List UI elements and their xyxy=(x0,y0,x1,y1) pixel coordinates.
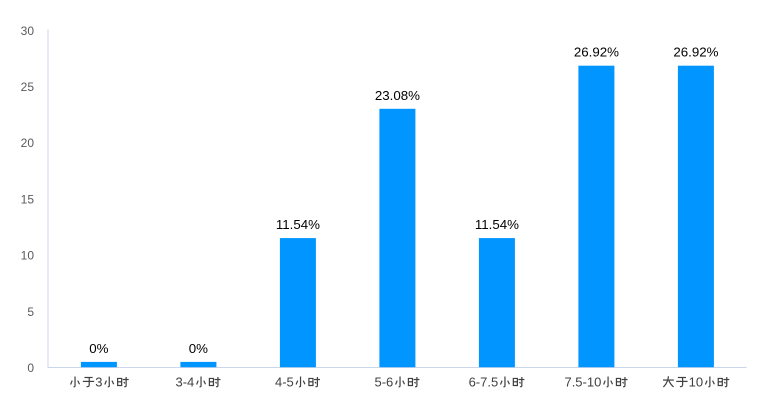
svg-text:3: 3 xyxy=(95,375,102,390)
svg-text:0%: 0% xyxy=(189,341,208,356)
svg-text:5-6: 5-6 xyxy=(375,375,394,390)
svg-text:10: 10 xyxy=(21,249,35,263)
svg-text:4-5: 4-5 xyxy=(275,375,294,390)
svg-text:23.08%: 23.08% xyxy=(375,88,420,103)
svg-text:15: 15 xyxy=(21,192,35,206)
svg-text:26.92%: 26.92% xyxy=(574,45,619,60)
svg-text:30: 30 xyxy=(21,24,35,38)
svg-text:6-7.5: 6-7.5 xyxy=(469,375,499,390)
svg-text:26.92%: 26.92% xyxy=(673,45,718,60)
svg-text:0%: 0% xyxy=(89,341,108,356)
svg-text:3-4: 3-4 xyxy=(176,375,195,390)
svg-text:20: 20 xyxy=(21,136,35,150)
svg-text:11.54%: 11.54% xyxy=(475,217,519,232)
svg-text:10: 10 xyxy=(689,375,703,390)
svg-text:7.5-10: 7.5-10 xyxy=(564,375,601,390)
svg-text:5: 5 xyxy=(27,305,34,319)
svg-text:0: 0 xyxy=(27,361,34,375)
svg-text:25: 25 xyxy=(21,80,35,94)
svg-text:11.54%: 11.54% xyxy=(276,217,320,232)
